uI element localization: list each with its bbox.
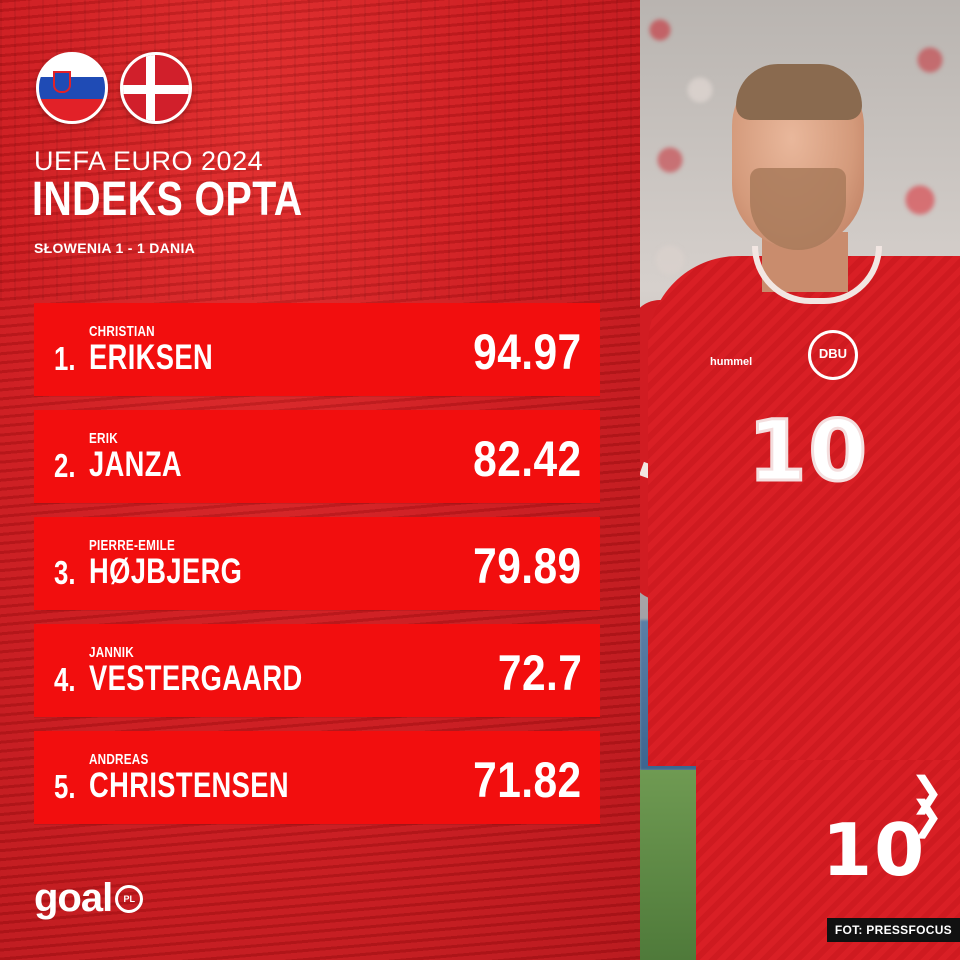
opta-score: 79.89 <box>473 538 582 594</box>
player-first-name: ANDREAS <box>89 751 149 768</box>
player-last-name: HØJBJERG <box>89 552 243 591</box>
ranking-list: 1. CHRISTIAN ERIKSEN 94.97 2. ERIK JANZA… <box>34 303 600 838</box>
player-beard <box>750 168 846 250</box>
team-crest-icon: DBU <box>808 330 858 380</box>
ranking-row: 5. ANDREAS CHRISTENSEN 71.82 <box>34 731 600 824</box>
player-first-name: JANNIK <box>89 644 134 661</box>
rank-number: 1. <box>54 340 76 377</box>
logo-wordmark: goal <box>34 876 113 920</box>
slovenia-flag-icon <box>36 52 108 124</box>
rank-number: 5. <box>54 768 76 805</box>
goal-logo: goal PL <box>34 876 144 921</box>
match-result: SŁOWENIA 1 - 1 DANIA <box>34 240 196 256</box>
player-last-name: ERIKSEN <box>89 338 214 377</box>
player-first-name: CHRISTIAN <box>89 323 155 340</box>
tournament-subtitle: UEFA EURO 2024 <box>34 146 264 176</box>
flag-cross-horizontal <box>123 85 189 94</box>
flag-cross-vertical <box>146 55 155 121</box>
player-hair <box>736 64 862 120</box>
rank-number: 4. <box>54 661 76 698</box>
player-figure: hummel DBU 10 10 ❯ ❯ <box>640 0 960 960</box>
player-last-name: JANZA <box>89 445 182 484</box>
player-shirt <box>648 256 960 766</box>
player-first-name: PIERRE-EMILE <box>89 537 176 554</box>
slovenia-crest-icon <box>53 71 71 93</box>
player-photo: hummel DBU 10 10 ❯ ❯ FOT: PRESSFOCUS <box>640 0 960 960</box>
logo-region-badge: PL <box>115 884 144 913</box>
opta-score: 94.97 <box>473 324 582 380</box>
ranking-row: 3. PIERRE-EMILE HØJBJERG 79.89 <box>34 517 600 610</box>
player-last-name: CHRISTENSEN <box>89 766 289 805</box>
chevron-pattern-icon: ❯ ❯ <box>910 770 944 838</box>
ranking-row: 4. JANNIK VESTERGAARD 72.7 <box>34 624 600 717</box>
opta-score: 82.42 <box>473 431 582 487</box>
player-last-name: VESTERGAARD <box>89 659 303 698</box>
ranking-row: 1. CHRISTIAN ERIKSEN 94.97 <box>34 303 600 396</box>
page-title: INDEKS OPTA <box>32 173 303 226</box>
kit-maker-logo: hummel <box>710 356 753 368</box>
shorts-number: 10 <box>822 808 927 892</box>
rank-number: 2. <box>54 447 76 484</box>
crest-text: DBU <box>818 346 848 361</box>
opta-score: 72.7 <box>497 645 582 701</box>
shirt-number: 10 <box>747 401 869 502</box>
denmark-flag-icon <box>120 52 192 124</box>
photo-credit: FOT: PRESSFOCUS <box>826 918 960 942</box>
rank-number: 3. <box>54 554 76 591</box>
ranking-row: 2. ERIK JANZA 82.42 <box>34 410 600 503</box>
player-first-name: ERIK <box>89 430 118 447</box>
opta-score: 71.82 <box>473 752 582 808</box>
